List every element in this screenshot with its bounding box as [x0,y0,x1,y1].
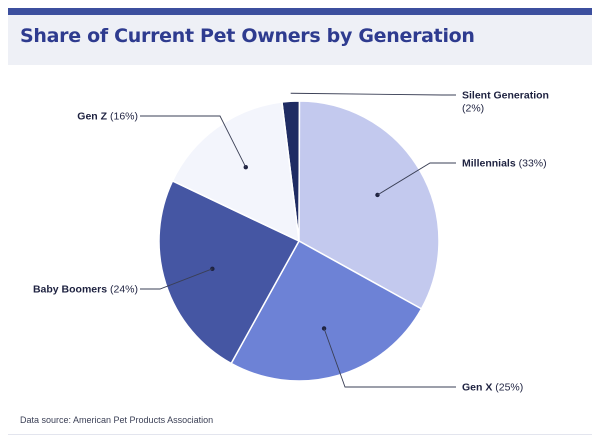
slice-label-value: (16%) [107,111,138,123]
slice-label-name: Gen X [462,382,492,394]
bottom-divider [8,434,592,435]
leader-line-baby-boomers [140,268,213,290]
pie-slices [158,100,440,382]
slice-label-value: (24%) [107,284,138,296]
slice-label-silent-generation: Silent Generation (2%) [462,90,549,115]
slice-label-baby-boomers: Baby Boomers (24%) [33,284,138,296]
title-band [8,15,592,65]
slice-labels: Silent Generation (2%) Millennials (33%) Ge… [33,90,549,394]
top-accent-bar [8,8,592,15]
leader-lines [140,92,456,388]
slice-label-name: Millennials [462,158,516,170]
leader-line-gen-x [323,328,456,388]
slice-label-gen-x: Gen X (25%) [462,382,523,394]
leader-dot-gen-x [321,326,327,331]
chart-title: Share of Current Pet Owners by Generatio… [20,25,475,47]
slice-label-gen-z: Gen Z (16%) [77,111,138,123]
pie-slice-baby-boomers [158,179,301,365]
leader-line-silent-generation [290,92,456,96]
pie-slice-millennials [298,100,440,310]
slice-label-value: (33%) [516,158,547,170]
slice-label-millennials: Millennials (33%) [462,158,547,170]
leader-line-gen-z [140,115,247,168]
slice-label-value: (25%) [492,382,523,394]
pie-slice-gen-z [171,101,300,243]
slice-label-name: Silent Generation [462,90,549,102]
pie-slice-gen-x [230,239,423,382]
leader-line-millennials [377,162,456,196]
slice-label-name: Baby Boomers [33,284,107,296]
slice-label-name: Gen Z [77,111,107,123]
data-source-note: Data source: American Pet Products Assoc… [20,415,214,425]
slice-label-value: (2%) [462,103,484,115]
